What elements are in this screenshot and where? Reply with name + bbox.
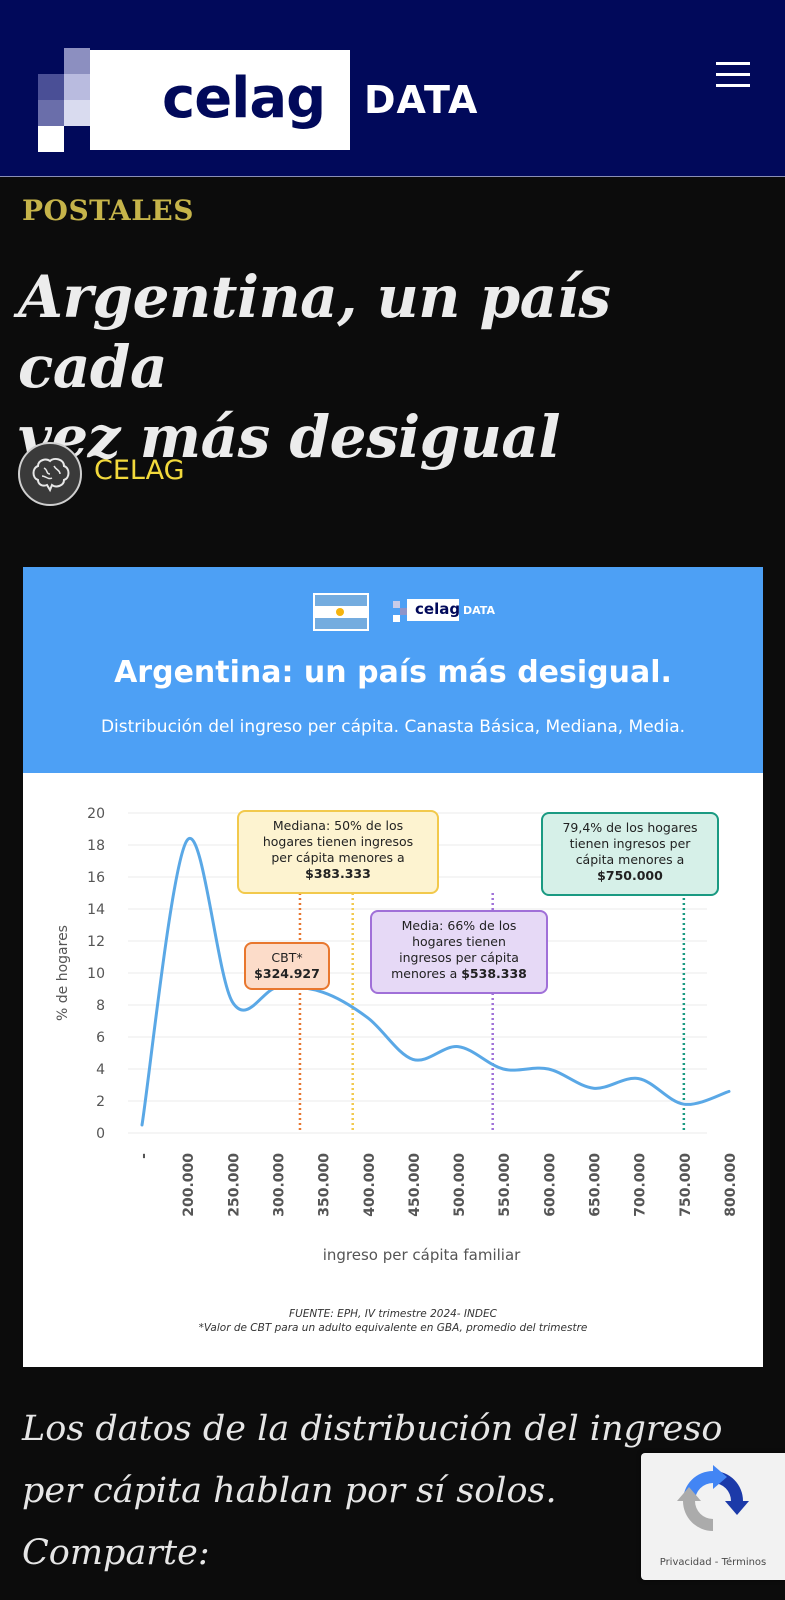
x-tick-label: - [136,1153,152,1159]
x-tick-label: 600.000 [542,1153,558,1217]
annotation-text: hogares tienen ingresos [263,834,413,849]
x-tick-label: 250.000 [226,1153,242,1217]
y-tick-label: 4 [96,1062,105,1078]
y-tick-label: 12 [87,934,105,950]
author-name[interactable]: CELAG [94,455,185,486]
y-tick-label: 20 [87,806,105,822]
y-tick-label: 8 [96,998,105,1014]
x-tick-label: 400.000 [362,1153,378,1217]
x-tick-label: 200.000 [181,1153,197,1217]
annotation-text: per cápita menores a [271,850,404,865]
argentina-flag-icon [313,593,369,631]
celag-data-logo[interactable]: celag DATA [38,48,477,153]
logo-suffix: DATA [364,78,479,122]
distribution-line [140,836,731,1127]
x-tick-label: 300.000 [271,1153,287,1217]
source-line-2: *Valor de CBT para un adulto equivalente… [198,1322,588,1334]
infographic-header: celag DATA Argentina: un país más desigu… [23,567,763,773]
annotation-box [370,910,548,994]
mini-logo-suffix: DATA [463,604,495,617]
x-tick-label: 350.000 [317,1153,333,1217]
annotation-text: Mediana: 50% de los [273,818,403,833]
avatar[interactable] [18,442,82,506]
y-tick-label: 14 [87,902,105,918]
x-tick-label: 550.000 [497,1153,513,1217]
y-tick-label: 16 [87,870,105,886]
recaptcha-icon [677,1465,749,1531]
annotation-value: menores a $538.338 [391,966,527,981]
annotation-value: $324.927 [254,966,320,981]
x-axis-label: ingreso per cápita familiar [323,1246,521,1264]
annotation-text: tienen ingresos per [570,836,692,851]
annotation-text: cápita menores a [576,852,685,867]
recaptcha-badge[interactable]: Privacidad - Términos [641,1453,785,1580]
article-category[interactable]: POSTALES [22,194,194,227]
x-tick-label: 500.000 [452,1153,468,1217]
y-tick-label: 2 [96,1094,105,1110]
x-tick-label: 800.000 [723,1153,739,1217]
annotation-text: 79,4% de los hogares [562,820,697,835]
annotation-box [237,810,439,894]
annotation-text: CBT* [271,950,302,965]
y-tick-label: 6 [96,1030,105,1046]
annotation-value: $383.333 [305,866,371,881]
infographic-source: FUENTE: EPH, IV trimestre 2024- INDEC *V… [23,1307,763,1335]
source-line-1: FUENTE: EPH, IV trimestre 2024- INDEC [289,1308,497,1320]
share-label: Comparte: [22,1533,210,1573]
logo-wordmark: celag [162,66,326,131]
x-tick-label: 650.000 [588,1153,604,1217]
x-tick-label: 700.000 [633,1153,649,1217]
title-line-2: vez más desigual [18,403,561,471]
lead-line-2: per cápita hablan por sí solos. [22,1471,557,1511]
title-line-1: Argentina, un país cada [18,263,611,401]
hamburger-menu-icon[interactable] [716,62,750,88]
annotation-text: hogares tienen [412,934,506,949]
recaptcha-links[interactable]: Privacidad - Términos [659,1557,767,1568]
site-header: celag DATA [0,0,785,177]
annotation-box [541,812,719,896]
lead-line-1: Los datos de la distribución del ingreso [22,1409,723,1449]
x-tick-label: 450.000 [407,1153,423,1217]
infographic: celag DATA Argentina: un país más desigu… [23,567,763,1367]
annotation-box [244,942,330,990]
article-lead: Los datos de la distribución del ingreso… [22,1398,722,1584]
brain-icon [32,457,70,493]
mini-celag-logo: celag DATA [393,597,503,625]
mini-logo-word: celag [415,600,461,618]
annotation-value: $750.000 [597,868,663,883]
annotation-text: ingresos per cápita [399,950,519,965]
x-tick-label: 750.000 [678,1153,694,1217]
y-tick-label: 10 [87,966,105,982]
infographic-subtitle: Distribución del ingreso per cápita. Can… [100,717,686,737]
income-distribution-chart: 0 2 4 6 8 10 12 14 16 18 20 % de hogares - 200.000 250… [55,806,739,1264]
infographic-title: Argentina: un país más desigual. [114,655,672,690]
logo-mosaic [38,48,116,153]
y-tick-label: 0 [96,1126,105,1142]
y-axis-label: % de hogares [55,925,71,1021]
y-tick-label: 18 [87,838,105,854]
article-title: Argentina, un país cada vez más desigual [18,262,768,472]
logo-box [90,50,350,150]
annotation-text: Media: 66% de los [402,918,517,933]
